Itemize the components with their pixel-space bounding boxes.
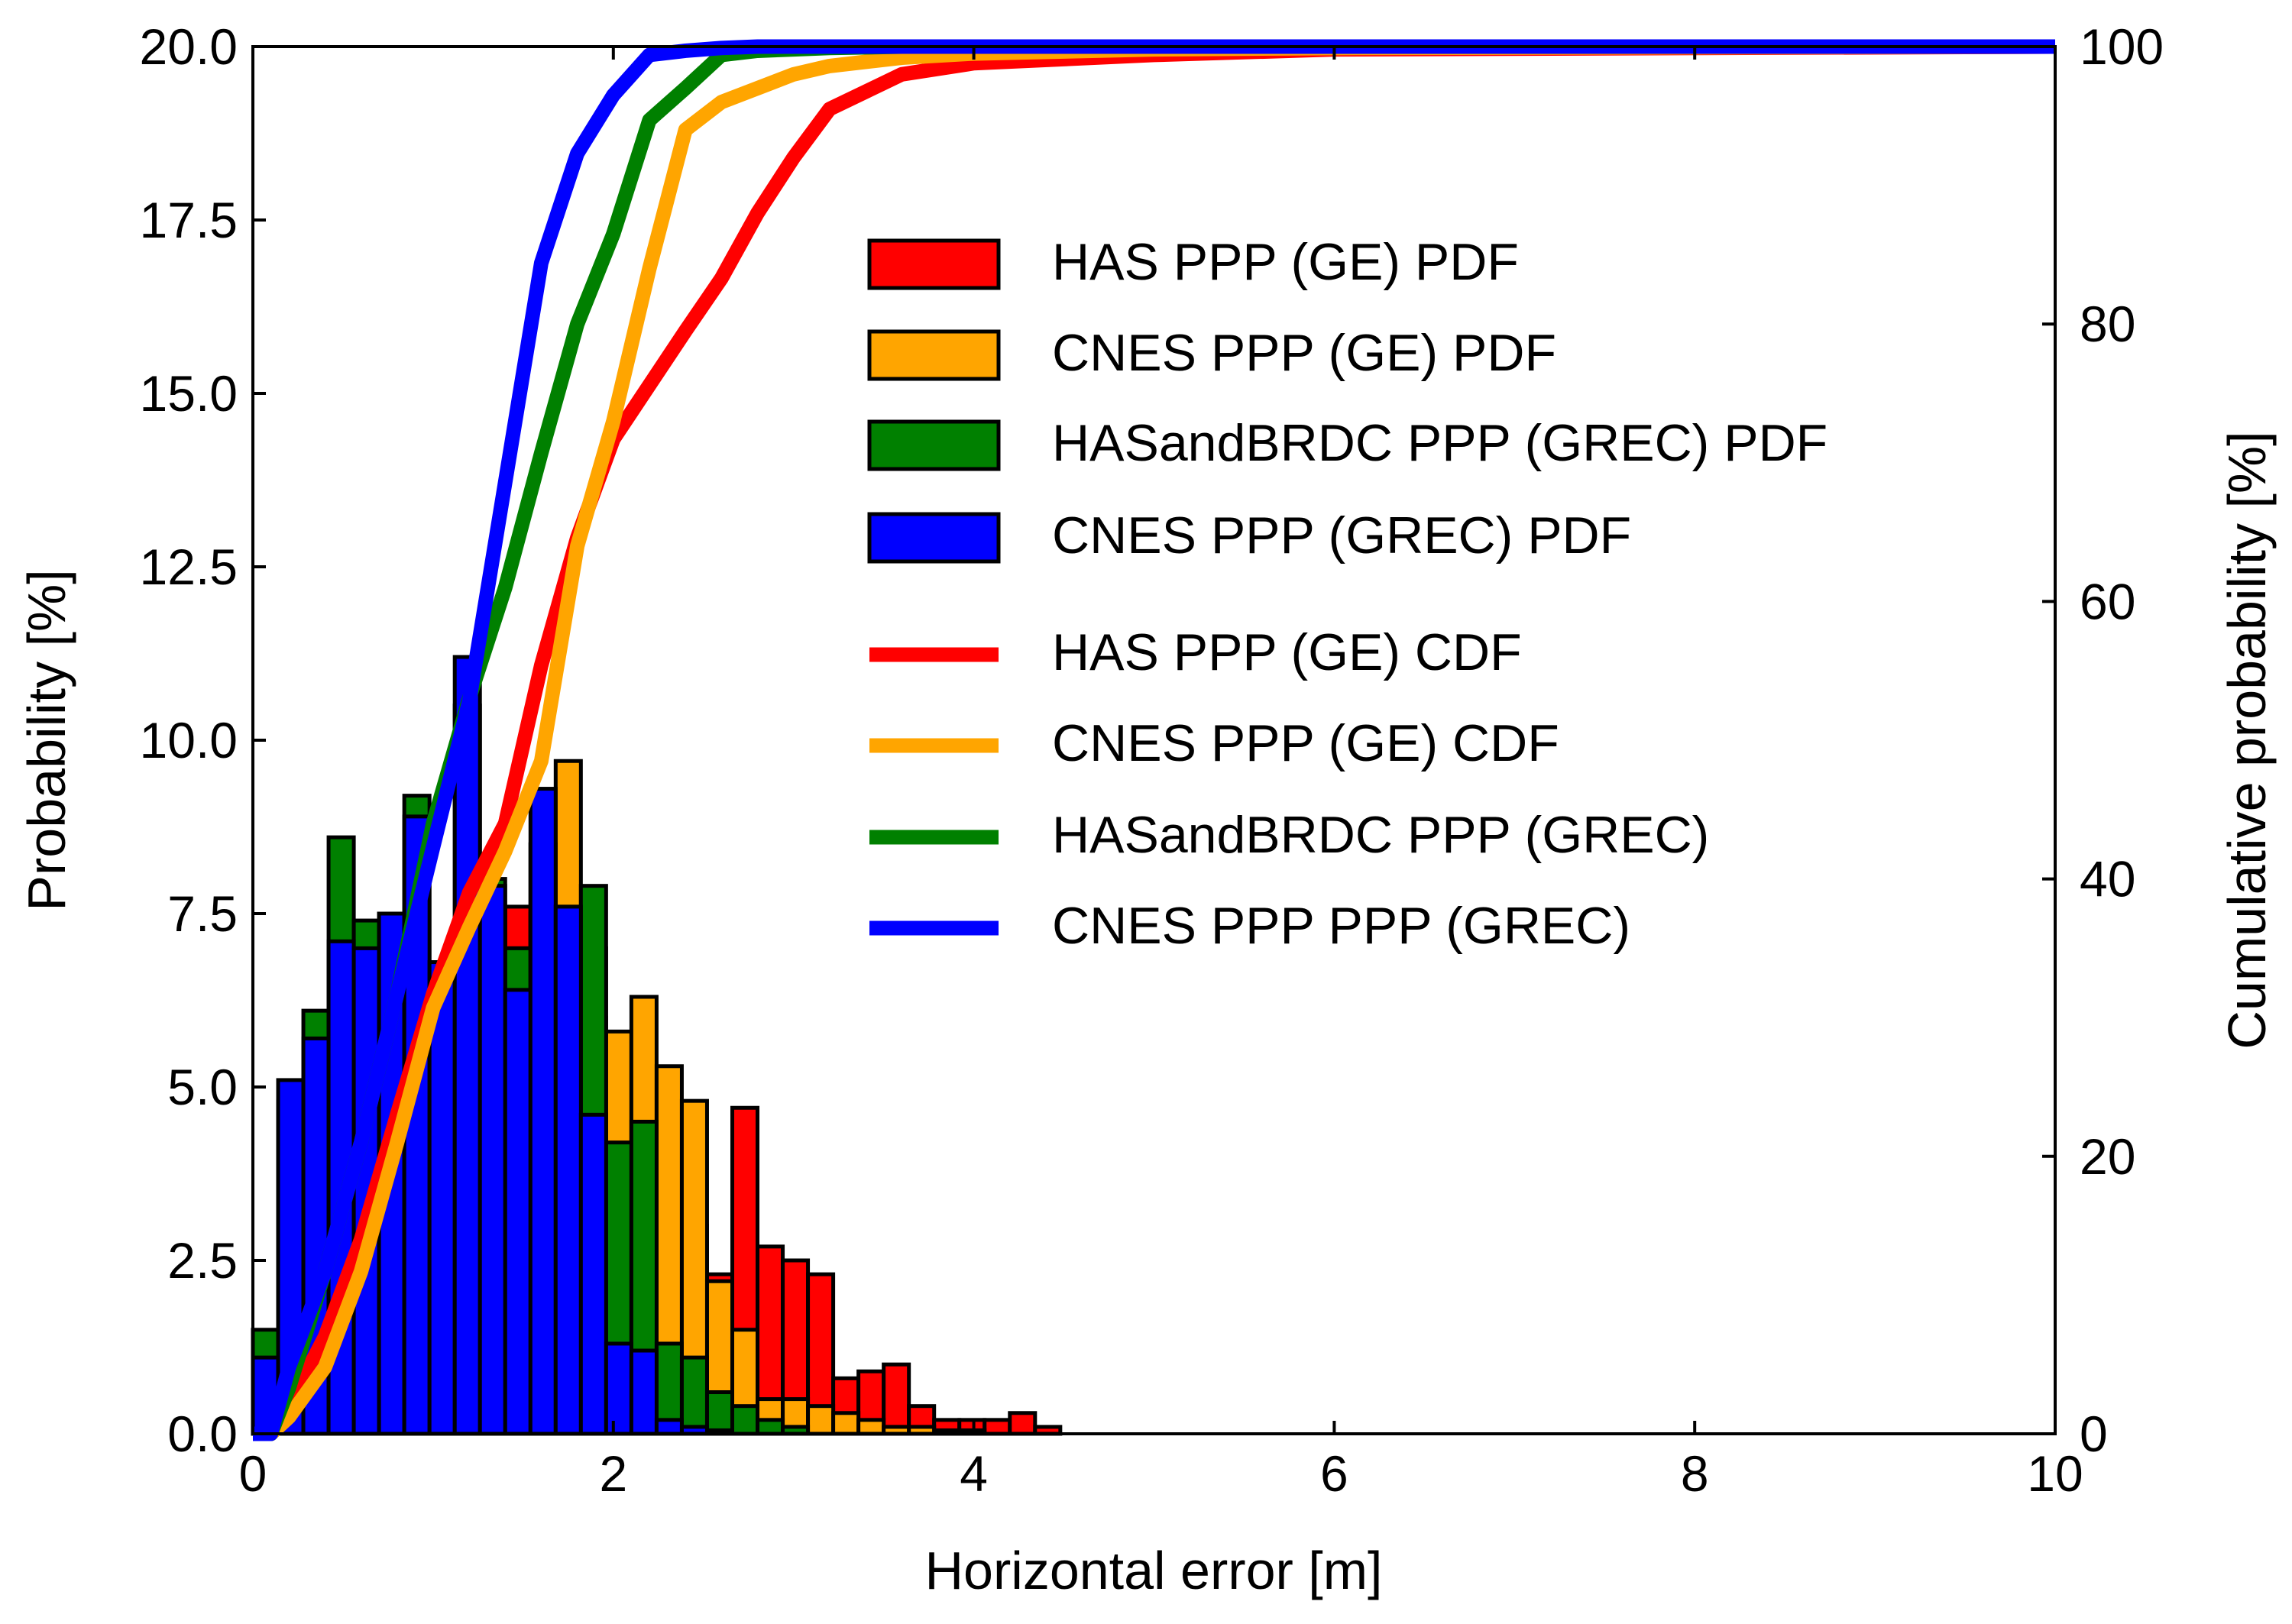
x-tick-label: 4 [960, 1445, 988, 1502]
y-axis-label: Probability [%] [17, 569, 76, 911]
y2-tick-label: 40 [2080, 851, 2135, 907]
y-tick-label: 20.0 [140, 18, 238, 75]
histogram-bar [654, 1418, 684, 1436]
legend-swatch [867, 512, 1001, 564]
histogram-bar [756, 1418, 785, 1436]
legend-label: CNES PPP PPP (GREC) [1052, 897, 1630, 955]
y2-tick-label: 100 [2080, 18, 2164, 75]
legend-label: HAS PPP (GE) CDF [1052, 623, 1522, 681]
histogram-bar [578, 1112, 608, 1436]
histogram-bar [679, 1355, 709, 1436]
histogram-bar [704, 1390, 734, 1436]
histogram-bar [730, 1404, 760, 1436]
y-tick-label: 12.5 [140, 539, 238, 595]
y2-tick-label: 0 [2080, 1406, 2108, 1462]
x-tick-label: 0 [239, 1445, 267, 1502]
y-tick-label: 15.0 [140, 365, 238, 422]
histogram-bar [983, 1418, 1012, 1436]
histogram-bar [478, 884, 507, 1436]
x-tick-label: 6 [1320, 1445, 1348, 1502]
x-tick-label: 10 [2027, 1445, 2083, 1502]
legend: HAS PPP (GE) PDF CNES PPP (GE) PDF HASandB… [867, 233, 1827, 955]
histogram-bar [856, 1418, 886, 1436]
y2-tick-label: 20 [2080, 1128, 2135, 1185]
legend-label: CNES PPP (GREC) PDF [1052, 506, 1631, 565]
legend-label: HAS PPP (GE) PDF [1052, 233, 1519, 291]
legend-label: HASandBRDC PPP (GREC) [1052, 806, 1709, 864]
y-tick-label: 7.5 [167, 885, 238, 942]
y-tick-label: 10.0 [140, 712, 238, 768]
x-axis-label: Horizontal error [m] [924, 1541, 1382, 1600]
y-tick-label: 5.0 [167, 1059, 238, 1115]
histogram-bar [831, 1411, 861, 1436]
y-tick-label: 17.5 [140, 192, 238, 248]
legend-label: HASandBRDC PPP (GREC) PDF [1052, 414, 1827, 472]
histogram-bar [882, 1362, 911, 1436]
legend-label: CNES PPP (GE) CDF [1052, 714, 1559, 772]
histogram-bar [553, 904, 583, 1436]
histogram-bar [629, 1348, 659, 1436]
y2-tick-label: 80 [2080, 296, 2135, 352]
legend-swatch [867, 329, 1001, 381]
x-tick-label: 8 [1681, 1445, 1709, 1502]
histogram-bar [528, 787, 558, 1436]
x-tick-label: 2 [599, 1445, 627, 1502]
y-tick-label: 2.5 [167, 1232, 238, 1289]
histogram-bar [604, 1341, 633, 1436]
histogram-bar [806, 1404, 836, 1436]
histogram-bar [503, 988, 533, 1436]
legend-label: CNES PPP (GE) PDF [1052, 324, 1556, 382]
cdf-line [253, 39, 2056, 1441]
legend-swatch [867, 238, 1001, 290]
y2-axis-label: Cumulative probability [%] [2217, 431, 2277, 1049]
y2-tick-label: 60 [2080, 573, 2135, 629]
histogram-bar [1008, 1411, 1038, 1436]
y-tick-label: 0.0 [167, 1406, 238, 1462]
legend-swatch [867, 419, 1001, 471]
